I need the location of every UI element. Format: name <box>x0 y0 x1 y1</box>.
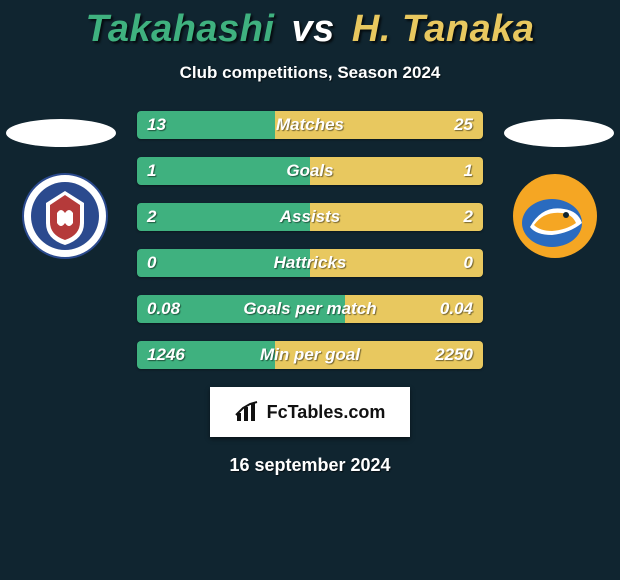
stat-value-right: 2 <box>464 207 473 227</box>
stat-value-right: 0 <box>464 253 473 273</box>
stat-row: 1246 2250 Min per goal <box>137 341 483 369</box>
vs-text: vs <box>292 8 335 50</box>
bars-icon <box>235 401 261 423</box>
stat-value-right: 25 <box>454 115 473 135</box>
comparison-panel: 13 25 Matches 1 1 Goals 2 2 Assists 0 0 Hattricks 0.… <box>0 111 620 476</box>
stat-label: Hattricks <box>274 253 347 273</box>
stat-seg-right <box>310 157 483 185</box>
stat-value-left: 0 <box>147 253 156 273</box>
club-badge-right <box>512 173 598 259</box>
club-badge-left-icon <box>22 173 108 259</box>
stat-row: 1 1 Goals <box>137 157 483 185</box>
subtitle: Club competitions, Season 2024 <box>0 63 620 83</box>
stat-value-left: 1246 <box>147 345 185 365</box>
stat-value-left: 0.08 <box>147 299 180 319</box>
stat-row: 13 25 Matches <box>137 111 483 139</box>
club-badge-right-icon <box>512 173 598 259</box>
stat-value-right: 1 <box>464 161 473 181</box>
stat-value-left: 2 <box>147 207 156 227</box>
stat-label: Min per goal <box>260 345 360 365</box>
stat-label: Matches <box>276 115 344 135</box>
stat-row: 2 2 Assists <box>137 203 483 231</box>
brand-text: FcTables.com <box>267 402 386 423</box>
player1-name: Takahashi <box>86 8 275 50</box>
stat-value-left: 13 <box>147 115 166 135</box>
date-text: 16 september 2024 <box>0 455 620 476</box>
brand-box[interactable]: FcTables.com <box>210 387 410 437</box>
title: Takahashi vs H. Tanaka <box>0 0 620 51</box>
stat-row: 0 0 Hattricks <box>137 249 483 277</box>
stat-label: Goals <box>286 161 333 181</box>
stat-label: Assists <box>280 207 340 227</box>
right-backdrop-oval <box>504 119 614 147</box>
left-backdrop-oval <box>6 119 116 147</box>
stat-seg-left <box>137 157 310 185</box>
stat-value-right: 2250 <box>435 345 473 365</box>
club-badge-left <box>22 173 108 259</box>
stat-bars: 13 25 Matches 1 1 Goals 2 2 Assists 0 0 Hattricks 0.… <box>137 111 483 369</box>
stat-value-right: 0.04 <box>440 299 473 319</box>
stat-row: 0.08 0.04 Goals per match <box>137 295 483 323</box>
stat-value-left: 1 <box>147 161 156 181</box>
player2-name: H. Tanaka <box>352 8 535 50</box>
stat-label: Goals per match <box>243 299 376 319</box>
